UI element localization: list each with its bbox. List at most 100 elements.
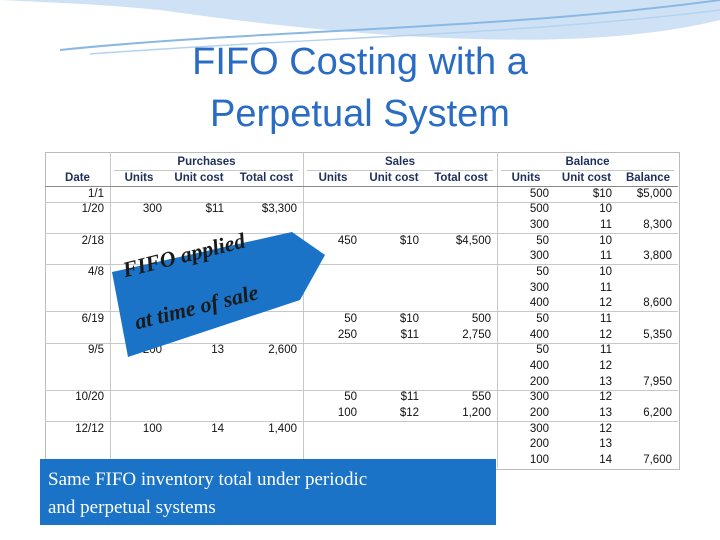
column-rule <box>303 152 304 468</box>
row-rule <box>45 421 678 422</box>
value-cell: 13 <box>599 406 612 419</box>
value-cell: 11 <box>600 250 612 263</box>
value-cell: 100 <box>142 422 162 435</box>
value-cell: 10 <box>599 203 612 216</box>
value-cell: 10 <box>599 265 612 278</box>
value-cell: 500 <box>471 312 491 325</box>
value-cell: 50 <box>344 391 357 404</box>
value-cell: 12 <box>599 422 612 435</box>
group-header: Balance <box>565 156 610 168</box>
value-cell: 100 <box>529 453 549 466</box>
value-cell: 200 <box>529 406 549 419</box>
value-cell: 2,750 <box>462 328 491 341</box>
value-cell: 300 <box>529 422 549 435</box>
column-header: Units <box>318 172 348 184</box>
note-text: and perpetual systems <box>48 497 216 518</box>
value-cell: 8,300 <box>643 218 672 231</box>
value-cell: $12 <box>399 406 419 419</box>
value-cell: 100 <box>337 406 357 419</box>
date-cell: 4/8 <box>88 265 104 278</box>
value-cell: 3,800 <box>643 250 672 263</box>
value-cell: 1,200 <box>462 406 491 419</box>
date-cell: 12/12 <box>75 422 104 435</box>
value-cell: $5,000 <box>636 187 672 200</box>
row-rule <box>45 389 678 391</box>
value-cell: 50 <box>344 312 357 325</box>
value-cell: 13 <box>211 344 224 357</box>
value-cell: 11 <box>600 218 612 231</box>
value-cell: 12 <box>599 391 612 404</box>
column-header: Unit cost <box>369 172 419 184</box>
value-cell: $11 <box>400 328 419 341</box>
value-cell: 300 <box>529 250 549 263</box>
value-cell: 13 <box>599 438 612 451</box>
date-cell: 9/5 <box>88 344 104 357</box>
value-cell: 11 <box>600 344 612 357</box>
row-rule <box>45 233 678 234</box>
value-cell: 7,950 <box>643 375 672 388</box>
value-cell: 200 <box>529 438 549 451</box>
value-cell: 500 <box>529 187 549 200</box>
note-box: Same FIFO inventory total under periodic… <box>40 459 496 525</box>
title: Perpetual System <box>210 93 510 135</box>
swoosh-line <box>89 9 720 55</box>
group-rule <box>501 170 674 171</box>
column-header: Balance <box>625 172 671 184</box>
value-cell: 400 <box>529 359 549 372</box>
row-rule <box>45 201 678 203</box>
title: FIFO Costing with a <box>192 41 528 83</box>
column-header: Date <box>65 172 90 184</box>
value-cell: 200 <box>529 375 549 388</box>
date-cell: 10/20 <box>75 391 104 404</box>
value-cell: 14 <box>599 453 612 466</box>
row-rule <box>45 342 678 344</box>
value-cell: 12 <box>599 328 612 341</box>
value-cell: $11 <box>205 203 224 216</box>
value-cell: 400 <box>529 297 549 310</box>
value-cell: 50 <box>536 234 549 247</box>
value-cell: 550 <box>471 391 491 404</box>
value-cell: 300 <box>529 391 549 404</box>
date-cell: 1/20 <box>81 203 104 216</box>
value-cell: 12 <box>599 359 612 372</box>
value-cell: $10 <box>399 234 419 247</box>
group-rule <box>114 170 299 171</box>
value-cell: 300 <box>529 281 549 294</box>
value-cell: 500 <box>529 203 549 216</box>
value-cell: 300 <box>142 203 162 216</box>
value-cell: 400 <box>529 328 549 341</box>
column-header: Unit cost <box>174 172 224 184</box>
row-rule <box>45 264 678 266</box>
value-cell: $10 <box>592 187 612 200</box>
value-cell: 300 <box>529 218 549 231</box>
value-cell: $10 <box>399 312 419 325</box>
column-rule <box>497 152 498 468</box>
value-cell: 10 <box>599 234 612 247</box>
value-cell: 50 <box>536 312 549 325</box>
value-cell: 7,600 <box>643 453 672 466</box>
date-cell: 6/19 <box>81 312 104 325</box>
value-cell: 6,200 <box>643 406 672 419</box>
value-cell: 450 <box>337 234 357 247</box>
value-cell: 11 <box>600 312 612 325</box>
callout-arrow <box>112 232 325 357</box>
value-cell: 12 <box>599 297 612 310</box>
value-cell: 8,600 <box>643 297 672 310</box>
group-rule <box>307 170 493 171</box>
value-cell: 14 <box>211 422 224 435</box>
value-cell: 1,400 <box>268 422 297 435</box>
column-header: Total cost <box>434 172 488 184</box>
group-header: Purchases <box>177 156 236 168</box>
column-header: Total cost <box>239 172 294 184</box>
value-cell: $11 <box>400 391 419 404</box>
column-rule <box>110 152 111 468</box>
value-cell: 13 <box>599 375 612 388</box>
group-header: Sales <box>384 156 416 168</box>
value-cell: 250 <box>337 328 357 341</box>
note-text: Same FIFO inventory total under periodic <box>48 469 368 490</box>
column-header: Unit cost <box>561 172 612 184</box>
value-cell: 50 <box>536 344 549 357</box>
column-header: Units <box>124 172 154 184</box>
